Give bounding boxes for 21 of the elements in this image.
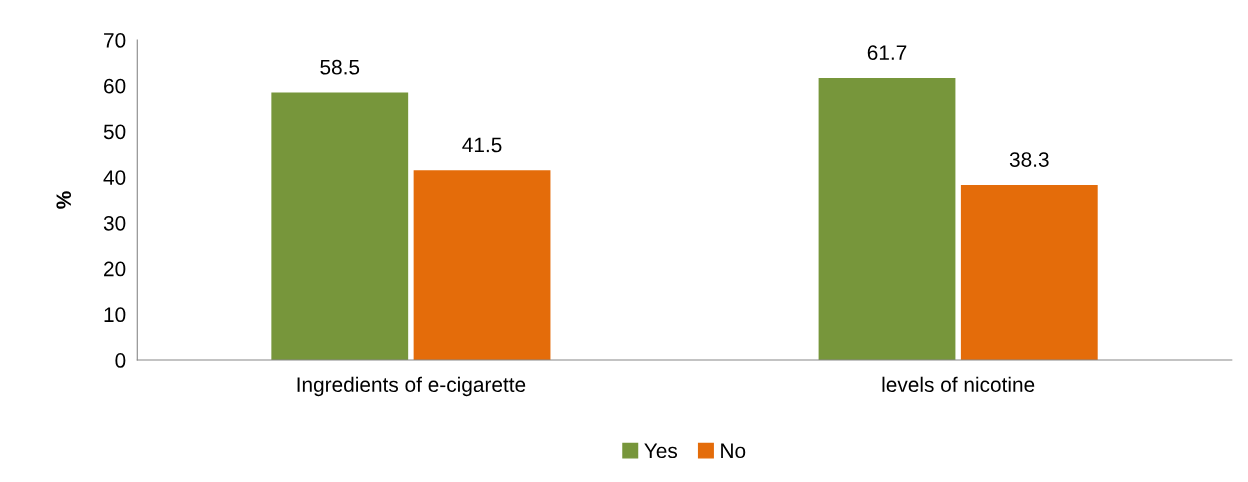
y-tick-label: 20: [104, 261, 126, 277]
data-label: 38.3: [1009, 152, 1049, 167]
y-tick-label: 70: [104, 33, 126, 48]
bar: [818, 77, 956, 361]
bar: [271, 92, 409, 361]
data-label: 41.5: [462, 137, 502, 153]
y-tick-label: 40: [103, 170, 126, 185]
legend-label: No: [721, 443, 746, 459]
y-tick-label: 10: [104, 307, 126, 323]
data-label: 58.5: [320, 59, 360, 75]
bar: [413, 170, 551, 361]
legend-label: Yes: [644, 443, 678, 459]
data-label: 61.7: [867, 45, 907, 60]
x-tick-label: levels of nicotine: [882, 376, 1035, 393]
x-tick-label: Ingredients of e-cigarette: [297, 376, 526, 397]
y-tick-label: 30: [103, 215, 126, 231]
y-tick-label: 50: [103, 124, 126, 140]
y-tick-label: 60: [104, 78, 126, 94]
y-tick-label: 0: [115, 353, 126, 368]
bar: [960, 184, 1098, 361]
y-axis-title: %: [56, 191, 72, 209]
